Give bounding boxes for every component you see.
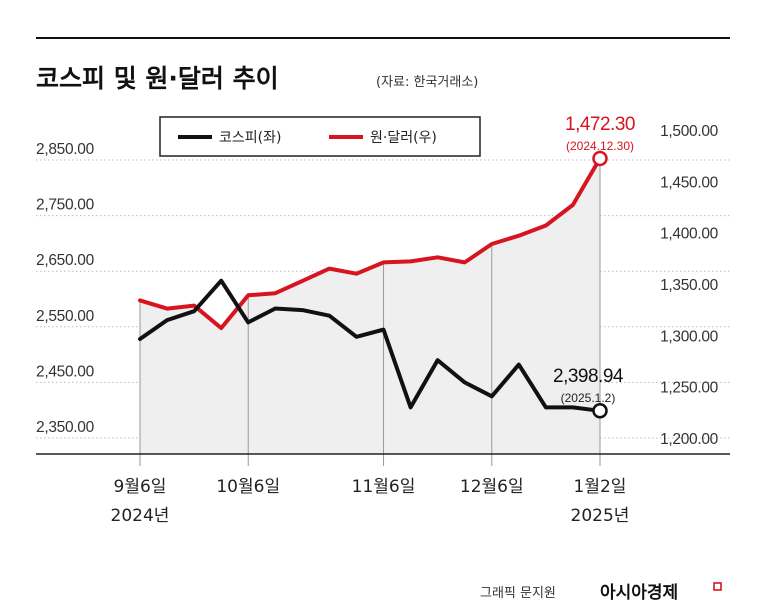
graphic-credit: 그래픽 문지원 xyxy=(480,586,556,601)
brand-mark-icon xyxy=(713,582,722,591)
left-tick-label: 2,350.00 xyxy=(36,419,95,436)
source-note: (자료: 한국거래소) xyxy=(376,75,478,90)
x-tick-label: 11월6일 xyxy=(352,477,416,497)
left-axis-ticks: 2,850.00 2,750.00 2,650.00 2,550.00 2,450.00… xyxy=(36,141,95,436)
x-tick-label: 10월6일 xyxy=(216,477,280,497)
x-tick-year-label: 2025년 xyxy=(571,506,630,526)
x-tick-label: 12월6일 xyxy=(460,477,524,497)
left-tick-label: 2,450.00 xyxy=(36,363,95,380)
x-tick-label: 9월6일 xyxy=(114,477,167,497)
x-tick-year-label: 2024년 xyxy=(111,506,170,526)
chart-title: 코스피 및 원·달러 추이 xyxy=(36,64,279,93)
annotation-date-usdkrw: (2024.12.30) xyxy=(566,139,634,153)
left-tick-label: 2,850.00 xyxy=(36,141,95,158)
brand-logo-text: 아시아경제 xyxy=(600,583,678,603)
legend-box xyxy=(159,116,481,157)
legend-label-usdkrw: 원·달러(우) xyxy=(370,130,437,146)
x-tick-label: 1월2일 xyxy=(574,477,627,497)
series-line-usdkrw xyxy=(138,156,602,331)
right-tick-label: 1,250.00 xyxy=(660,380,719,397)
annotation-value-usdkrw: 1,472.30 xyxy=(565,114,635,135)
legend: 코스피(좌) 원·달러(우) xyxy=(159,116,481,157)
right-tick-label: 1,450.00 xyxy=(660,174,719,191)
endpoint-marker-usdkrw xyxy=(592,150,608,167)
annotation-date-kospi: (2025.1.2) xyxy=(561,391,616,405)
right-tick-label: 1,200.00 xyxy=(660,431,719,448)
right-axis-ticks: 1,500.00 1,450.00 1,400.00 1,350.00 1,300.00… xyxy=(660,123,719,448)
annotations: 1,472.30 (2024.12.30) 2,398.94 (2025.1.2) xyxy=(553,114,635,419)
legend-label-kospi: 코스피(좌) xyxy=(219,130,281,146)
left-tick-label: 2,550.00 xyxy=(36,308,95,325)
right-tick-label: 1,300.00 xyxy=(660,328,719,345)
left-tick-label: 2,750.00 xyxy=(36,197,95,214)
right-tick-label: 1,350.00 xyxy=(660,277,719,294)
left-tick-label: 2,650.00 xyxy=(36,252,95,269)
x-axis-ticks: 9월6일 2024년 10월6일 11월6일 12월6일 1월2일 2025년 xyxy=(111,477,630,526)
right-tick-label: 1,500.00 xyxy=(660,123,719,140)
right-tick-label: 1,400.00 xyxy=(660,226,719,243)
usdkrw-area xyxy=(140,158,600,454)
annotation-value-kospi: 2,398.94 xyxy=(553,366,624,387)
endpoint-marker-kospi xyxy=(592,403,608,419)
series-line-kospi xyxy=(138,278,602,413)
